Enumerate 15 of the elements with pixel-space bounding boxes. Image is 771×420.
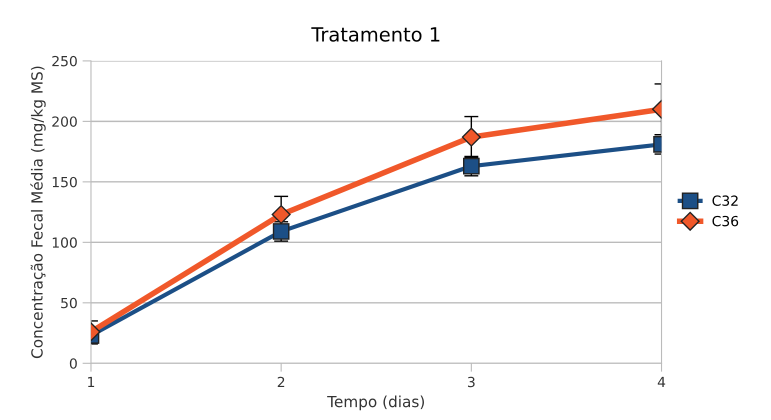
y-tick-label: 100 [52, 237, 77, 248]
x-tick-label: 3 [468, 376, 475, 388]
y-axis-title: Concentração Fecal Média (mg/kg MS) [30, 66, 46, 358]
x-tick-label: 4 [658, 376, 666, 388]
y-tick-label: 200 [52, 116, 77, 127]
x-tick-label: 1 [88, 376, 94, 388]
y-tick-label: 50 [61, 298, 77, 308]
chart-title: Tratamento 1 [311, 27, 440, 42]
legend-label: C32 [712, 195, 738, 206]
x-axis-title: Tempo (dias) [327, 395, 424, 410]
x-tick-label: 2 [278, 376, 284, 388]
legend-label: C36 [712, 216, 738, 226]
y-tick-label: 0 [70, 358, 77, 369]
y-tick-label: 150 [52, 176, 77, 188]
y-tick-label: 250 [52, 56, 77, 66]
